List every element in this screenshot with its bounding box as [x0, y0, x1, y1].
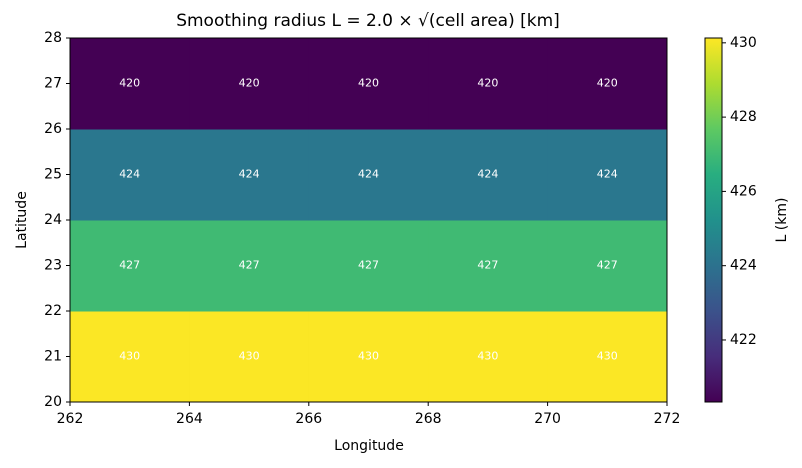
heatmap-cell	[70, 38, 190, 130]
heatmap-cell	[428, 129, 549, 221]
cell-label: 424	[477, 168, 498, 181]
y-tick-label: 27	[44, 76, 62, 92]
cell-label: 430	[119, 350, 140, 363]
y-tick-label: 21	[44, 349, 62, 365]
y-tick-label: 24	[44, 212, 62, 228]
cell-label: 427	[239, 259, 260, 272]
y-tick-label: 20	[44, 394, 62, 410]
x-tick-label: 268	[415, 411, 442, 427]
y-tick-label: 23	[44, 258, 62, 274]
y-axis-label: Latitude	[14, 191, 30, 249]
y-tick-label: 26	[44, 121, 62, 137]
cell-label: 427	[597, 259, 618, 272]
colorbar-tick-label: 424	[730, 258, 757, 274]
colorbar-tick-label: 430	[730, 35, 757, 51]
heatmap-cell	[189, 220, 310, 312]
colorbar-tick-label: 422	[730, 332, 757, 348]
heatmap-cell	[547, 311, 668, 403]
heatmap-cell	[428, 220, 549, 312]
heatmap-cell	[308, 220, 429, 312]
cell-label: 427	[119, 259, 140, 272]
heatmap-cell	[428, 38, 549, 130]
x-axis-label: Longitude	[334, 438, 404, 454]
heatmap-cell	[428, 311, 549, 403]
heatmap-cell	[547, 129, 668, 221]
heatmap-cell	[70, 220, 190, 312]
cell-label: 420	[477, 77, 498, 90]
heatmap-cell	[308, 38, 429, 130]
heatmap-cell	[70, 129, 190, 221]
cell-label: 424	[119, 168, 140, 181]
cell-label: 420	[597, 77, 618, 90]
cell-label: 430	[477, 350, 498, 363]
heatmap-cell	[308, 311, 429, 403]
x-tick-label: 272	[654, 411, 681, 427]
x-tick-label: 264	[176, 411, 203, 427]
cell-label: 420	[239, 77, 260, 90]
cell-label: 427	[358, 259, 379, 272]
cell-label: 430	[239, 350, 260, 363]
x-tick-label: 266	[295, 411, 322, 427]
colorbar-label: L (km)	[774, 198, 790, 243]
heatmap-cell	[547, 220, 668, 312]
x-tick-label: 270	[534, 411, 561, 427]
cell-label: 424	[358, 168, 379, 181]
y-tick-label: 25	[44, 167, 62, 183]
cell-label: 424	[597, 168, 618, 181]
heatmap-cell	[70, 311, 190, 403]
heatmap-cell	[547, 38, 668, 130]
colorbar-tick-label: 428	[730, 109, 757, 125]
y-tick-label: 28	[44, 30, 62, 46]
colorbar-tick-label: 426	[730, 183, 757, 199]
cell-label: 430	[597, 350, 618, 363]
x-tick-label: 262	[57, 411, 84, 427]
cell-label: 420	[358, 77, 379, 90]
cell-label: 424	[239, 168, 260, 181]
cell-label: 430	[358, 350, 379, 363]
chart-title: Smoothing radius L = 2.0 × √(cell area) …	[176, 11, 560, 31]
heatmap-cell	[189, 38, 310, 130]
cell-label: 420	[119, 77, 140, 90]
y-tick-label: 22	[44, 303, 62, 319]
cell-label: 427	[477, 259, 498, 272]
heatmap-cell	[189, 311, 310, 403]
heatmap-cell	[308, 129, 429, 221]
colorbar	[704, 37, 723, 403]
heatmap-cell	[189, 129, 310, 221]
